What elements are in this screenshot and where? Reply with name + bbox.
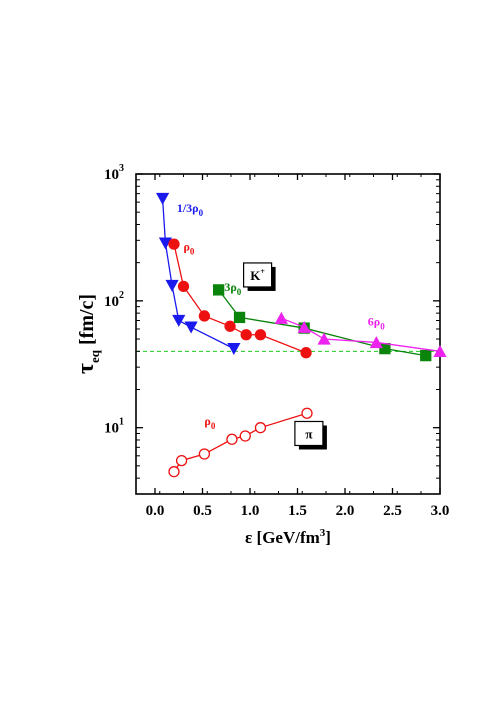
data-point-circle — [168, 238, 180, 250]
y-axis-title: τeq [fm/c] — [73, 294, 102, 374]
data-point-circle — [300, 347, 312, 359]
series-labels: 1/3ρ0 ρ0 3ρ0 6ρ0 ρ0 — [177, 201, 385, 431]
data-point-square — [212, 284, 225, 296]
annotation-box: K+ — [243, 262, 276, 291]
x-axis-title: ε [GeV/fm3] — [245, 527, 331, 547]
annotation-boxes: K+ π — [243, 262, 327, 450]
data-point-square — [420, 349, 432, 362]
y-tick-label: 102 — [104, 290, 124, 310]
data-point-triangle-down — [156, 192, 170, 205]
series-label: 3ρ0 — [224, 280, 241, 297]
plot-frame — [135, 173, 441, 495]
data-point-circle — [177, 280, 190, 293]
box-label: π — [305, 426, 312, 441]
data-point-square — [233, 311, 246, 324]
data-point-circle — [198, 310, 211, 322]
x-tick-label: 1.0 — [241, 503, 260, 519]
series-line — [161, 198, 235, 350]
series-3 — [274, 311, 447, 357]
data-point-circle — [254, 329, 267, 341]
annotation-box: π — [294, 420, 327, 450]
series-line — [173, 243, 307, 354]
x-tick-label: 2.0 — [336, 503, 355, 519]
data-point-triangle-down — [165, 279, 179, 292]
data-point-triangle-up — [297, 320, 311, 333]
series-layer — [156, 192, 447, 478]
series-2 — [212, 284, 432, 362]
data-point-circle — [239, 430, 251, 442]
series-label: ρ0 — [204, 414, 215, 431]
data-point-triangle-up — [369, 336, 383, 349]
data-point-circle — [301, 407, 313, 419]
data-point-triangle-down — [158, 237, 173, 250]
x-tick-label: 0.5 — [193, 503, 212, 519]
data-point-circle — [254, 422, 267, 434]
series-1 — [168, 238, 312, 359]
box-frame — [294, 420, 324, 447]
data-point-circle — [224, 320, 236, 332]
data-point-circle — [175, 454, 188, 467]
data-point-triangle-up — [317, 332, 331, 345]
data-point-triangle-down — [184, 321, 198, 334]
box-label: K+ — [250, 267, 265, 283]
data-point-triangle-up — [433, 344, 447, 357]
series-label: ρ0 — [184, 239, 195, 256]
axis-ticks: 0.0 0.5 1.0 1.5 2.0 2.5 3.0 101 102 103 — [104, 163, 449, 519]
data-point-triangle-up — [274, 311, 288, 324]
series-label: 6ρ0 — [368, 314, 385, 331]
data-point-circle — [168, 466, 180, 478]
data-point-triangle-down — [172, 314, 186, 327]
data-point-circle — [240, 329, 252, 341]
data-point-triangle-down — [227, 342, 241, 355]
y-tick-label: 101 — [104, 417, 124, 437]
series-0 — [156, 192, 241, 355]
data-point-square — [379, 342, 391, 355]
series-line — [218, 289, 426, 357]
series-line — [173, 412, 308, 473]
x-tick-label: 3.0 — [431, 503, 450, 519]
y-tick-label: 103 — [104, 163, 124, 183]
data-point-circle — [226, 433, 238, 445]
x-tick-label: 0.0 — [146, 503, 165, 519]
x-tick-label: 2.5 — [383, 503, 402, 519]
data-point-circle — [198, 448, 211, 460]
x-tick-label: 1.5 — [288, 503, 307, 519]
series-4 — [168, 407, 313, 478]
box-frame — [243, 262, 273, 288]
series-label: 1/3ρ0 — [177, 201, 204, 218]
